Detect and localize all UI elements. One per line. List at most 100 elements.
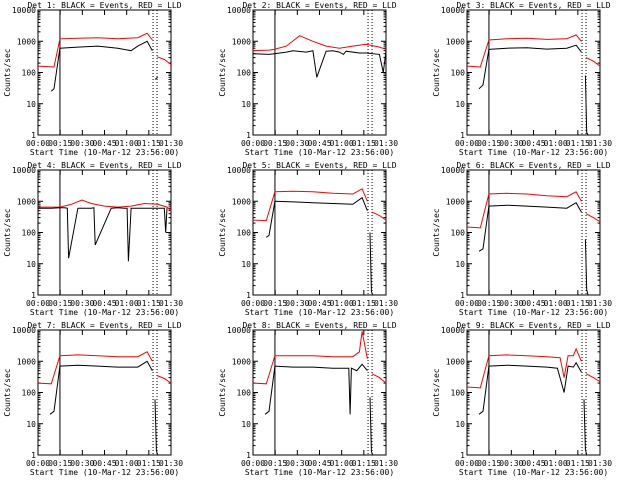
x-tick-label: 01:00 — [115, 139, 139, 148]
series-line-lld-red — [466, 191, 601, 229]
x-tick-label: 00:45 — [521, 299, 545, 308]
x-tick-label: 00:00 — [241, 299, 265, 308]
x-tick-label: 01:00 — [115, 459, 139, 468]
y-tick-label: 1 — [246, 451, 251, 460]
y-tick-label: 1000 — [446, 37, 465, 46]
y-tick-label: 10 — [241, 420, 251, 429]
x-tick-label: 01:00 — [544, 139, 568, 148]
y-tick-label: 1 — [460, 451, 465, 460]
y-axis-label: Counts/sec — [3, 368, 12, 416]
y-tick-label: 10000 — [12, 326, 36, 335]
series-line-lld-red — [252, 331, 387, 385]
series-line-lld-red — [466, 347, 601, 389]
series-line-events-black — [478, 361, 588, 456]
y-tick-label: 1 — [246, 291, 251, 300]
plot-frame — [37, 169, 172, 296]
y-tick-label: 10 — [26, 260, 36, 269]
series-line-events-black — [478, 44, 589, 136]
x-tick-label: 00:45 — [307, 459, 331, 468]
x-tick-label: 01:15 — [137, 459, 161, 468]
series-line-events-black — [266, 196, 374, 296]
series-line-lld-red — [252, 35, 387, 52]
plot-title: Det 7: BLACK = Events, RED = LLD — [27, 321, 181, 330]
y-tick-label: 100 — [22, 229, 37, 238]
series-line-lld-red — [466, 34, 601, 68]
series-line-lld-red — [37, 351, 172, 385]
y-tick-label: 10000 — [227, 166, 251, 175]
plot-frame — [37, 329, 172, 456]
x-tick-label: 00:00 — [455, 299, 479, 308]
plot-frame — [466, 329, 601, 456]
x-tick-label: 00:15 — [477, 299, 501, 308]
x-tick-label: 01:15 — [352, 459, 376, 468]
y-tick-label: 100 — [451, 69, 466, 78]
plot-title: Det 5: BLACK = Events, RED = LLD — [242, 161, 396, 170]
y-tick-label: 100 — [22, 389, 37, 398]
y-tick-label: 1 — [460, 291, 465, 300]
x-tick-label: 01:30 — [159, 299, 183, 308]
plot-title: Det 9: BLACK = Events, RED = LLD — [456, 321, 610, 330]
y-axis-label: Counts/sec — [218, 368, 227, 416]
x-tick-label: 01:30 — [588, 459, 612, 468]
x-axis-label: Start Time (10-Mar-12 23:56:00) — [245, 308, 394, 317]
y-tick-label: 100 — [237, 389, 252, 398]
plot-frame — [466, 169, 601, 296]
plot-frame — [252, 169, 387, 296]
y-tick-label: 100 — [451, 229, 466, 238]
y-tick-label: 1 — [246, 131, 251, 140]
y-tick-label: 10000 — [12, 166, 36, 175]
y-tick-label: 1000 — [17, 357, 36, 366]
x-tick-label: 01:00 — [544, 459, 568, 468]
y-tick-label: 1000 — [232, 37, 251, 46]
y-tick-label: 10 — [241, 100, 251, 109]
x-tick-label: 00:30 — [499, 139, 523, 148]
plot-panel-9: Det 9: BLACK = Events, RED = LLD 1 10 100 10… — [432, 321, 612, 477]
x-tick-label: 00:00 — [455, 139, 479, 148]
y-tick-label: 1000 — [446, 357, 465, 366]
x-axis-label: Start Time (10-Mar-12 23:56:00) — [30, 308, 179, 317]
x-tick-label: 01:15 — [566, 139, 590, 148]
series-line-lld-red — [252, 188, 387, 222]
plot-title: Det 6: BLACK = Events, RED = LLD — [456, 161, 610, 170]
y-tick-label: 10 — [455, 420, 465, 429]
plot-frame — [466, 9, 601, 136]
y-axis-label: Counts/sec — [3, 48, 12, 96]
x-axis-label: Start Time (10-Mar-12 23:56:00) — [245, 148, 394, 157]
plot-panel-3: Det 3: BLACK = Events, RED = LLD 1 10 100 10… — [432, 1, 612, 157]
series-line-lld-red — [37, 32, 172, 68]
plot-frame — [252, 329, 387, 456]
y-tick-label: 10000 — [227, 6, 251, 15]
plot-panel-1: Det 1: BLACK = Events, RED = LLD 1 10 100 10… — [3, 1, 183, 157]
plot-title: Det 8: BLACK = Events, RED = LLD — [242, 321, 396, 330]
x-tick-label: 01:30 — [588, 139, 612, 148]
x-tick-label: 00:00 — [241, 139, 265, 148]
x-tick-label: 01:15 — [566, 299, 590, 308]
x-tick-label: 00:45 — [307, 299, 331, 308]
series-line-events-black — [478, 202, 589, 296]
x-tick-label: 00:00 — [26, 459, 50, 468]
plot-frame — [37, 9, 172, 136]
x-tick-label: 01:30 — [374, 299, 398, 308]
plot-panel-7: Det 7: BLACK = Events, RED = LLD 1 10 100 10… — [3, 321, 183, 477]
plot-title: Det 2: BLACK = Events, RED = LLD — [242, 1, 396, 10]
y-tick-label: 10 — [455, 260, 465, 269]
y-axis-label: Counts/sec — [218, 208, 227, 256]
y-axis-label: Counts/sec — [432, 208, 441, 256]
y-tick-label: 1000 — [446, 197, 465, 206]
y-tick-label: 10 — [26, 420, 36, 429]
x-tick-label: 00:30 — [70, 459, 94, 468]
plot-title: Det 4: BLACK = Events, RED = LLD — [27, 161, 181, 170]
x-tick-label: 00:00 — [26, 299, 50, 308]
y-axis-label: Counts/sec — [432, 48, 441, 96]
x-tick-label: 01:00 — [330, 139, 354, 148]
plot-panel-5: Det 5: BLACK = Events, RED = LLD 1 10 100 10… — [218, 161, 398, 317]
x-tick-label: 00:30 — [285, 299, 309, 308]
y-tick-label: 1 — [31, 291, 36, 300]
y-axis-label: Counts/sec — [3, 208, 12, 256]
x-tick-label: 00:00 — [26, 139, 50, 148]
x-axis-label: Start Time (10-Mar-12 23:56:00) — [30, 468, 179, 477]
x-tick-label: 01:30 — [374, 459, 398, 468]
y-tick-label: 1 — [460, 131, 465, 140]
x-tick-label: 01:15 — [352, 139, 376, 148]
x-tick-label: 00:45 — [92, 299, 116, 308]
